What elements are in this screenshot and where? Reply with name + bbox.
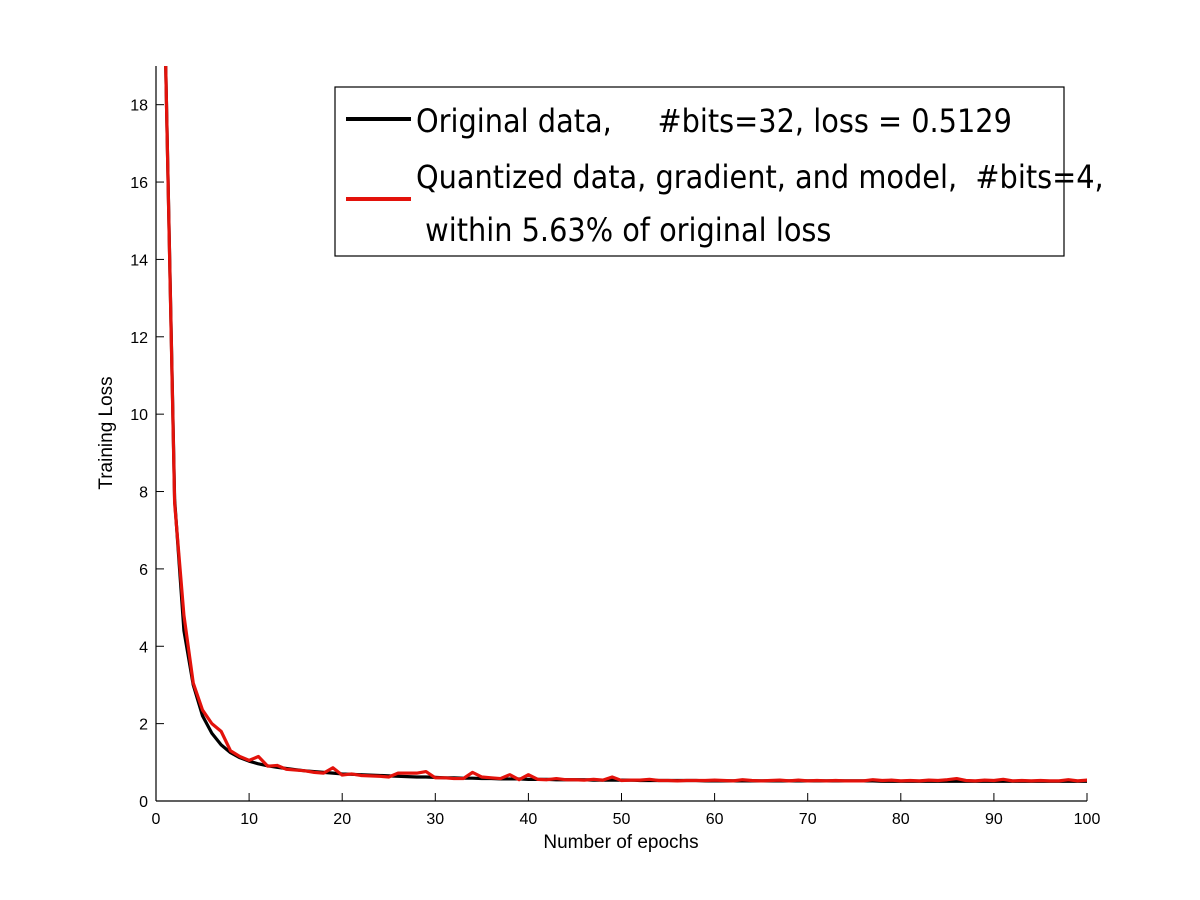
x-tick-label: 100 xyxy=(1074,811,1101,828)
ticks-layer: 0 10 20 30 40 50 60 70 80 90 100 0 2 4 6 8 10 12 14 16 18 xyxy=(130,98,1100,828)
x-tick-label: 30 xyxy=(426,811,444,828)
x-tick-label: 50 xyxy=(613,811,631,828)
y-tick-label: 10 xyxy=(130,407,148,424)
y-tick-label: 12 xyxy=(130,330,148,347)
legend-entry-original: Original data, #bits=32, loss = 0.5129 xyxy=(416,102,1012,140)
x-tick-label: 70 xyxy=(799,811,817,828)
y-tick-label: 6 xyxy=(139,562,148,579)
x-tick-label: 60 xyxy=(706,811,724,828)
x-tick-label: 80 xyxy=(892,811,910,828)
y-tick-label: 8 xyxy=(139,485,148,502)
series-layer xyxy=(164,66,1087,783)
y-tick-label: 0 xyxy=(139,794,148,811)
y-tick-label: 14 xyxy=(130,252,148,269)
y-tick-label: 18 xyxy=(130,98,148,115)
series-line-quantized xyxy=(164,66,1087,783)
y-tick-label: 16 xyxy=(130,175,148,192)
x-tick-label: 20 xyxy=(333,811,351,828)
x-tick-label: 90 xyxy=(985,811,1003,828)
x-tick-label: 40 xyxy=(520,811,538,828)
y-tick-label: 4 xyxy=(139,639,148,656)
legend-entry-quantized-line2: within 5.63% of original loss xyxy=(416,211,831,249)
legend-box xyxy=(334,86,1065,257)
legend-entry-quantized-line1: Quantized data, gradient, and model, #bi… xyxy=(416,158,1104,196)
x-tick-label: 0 xyxy=(152,811,161,828)
legend: Original data, #bits=32, loss = 0.5129 Q… xyxy=(334,86,1104,257)
y-tick-label: 2 xyxy=(139,717,148,734)
x-axis-label: Number of epochs xyxy=(543,832,698,853)
x-tick-label: 10 xyxy=(240,811,258,828)
y-axis-label: Training Loss xyxy=(96,376,117,489)
